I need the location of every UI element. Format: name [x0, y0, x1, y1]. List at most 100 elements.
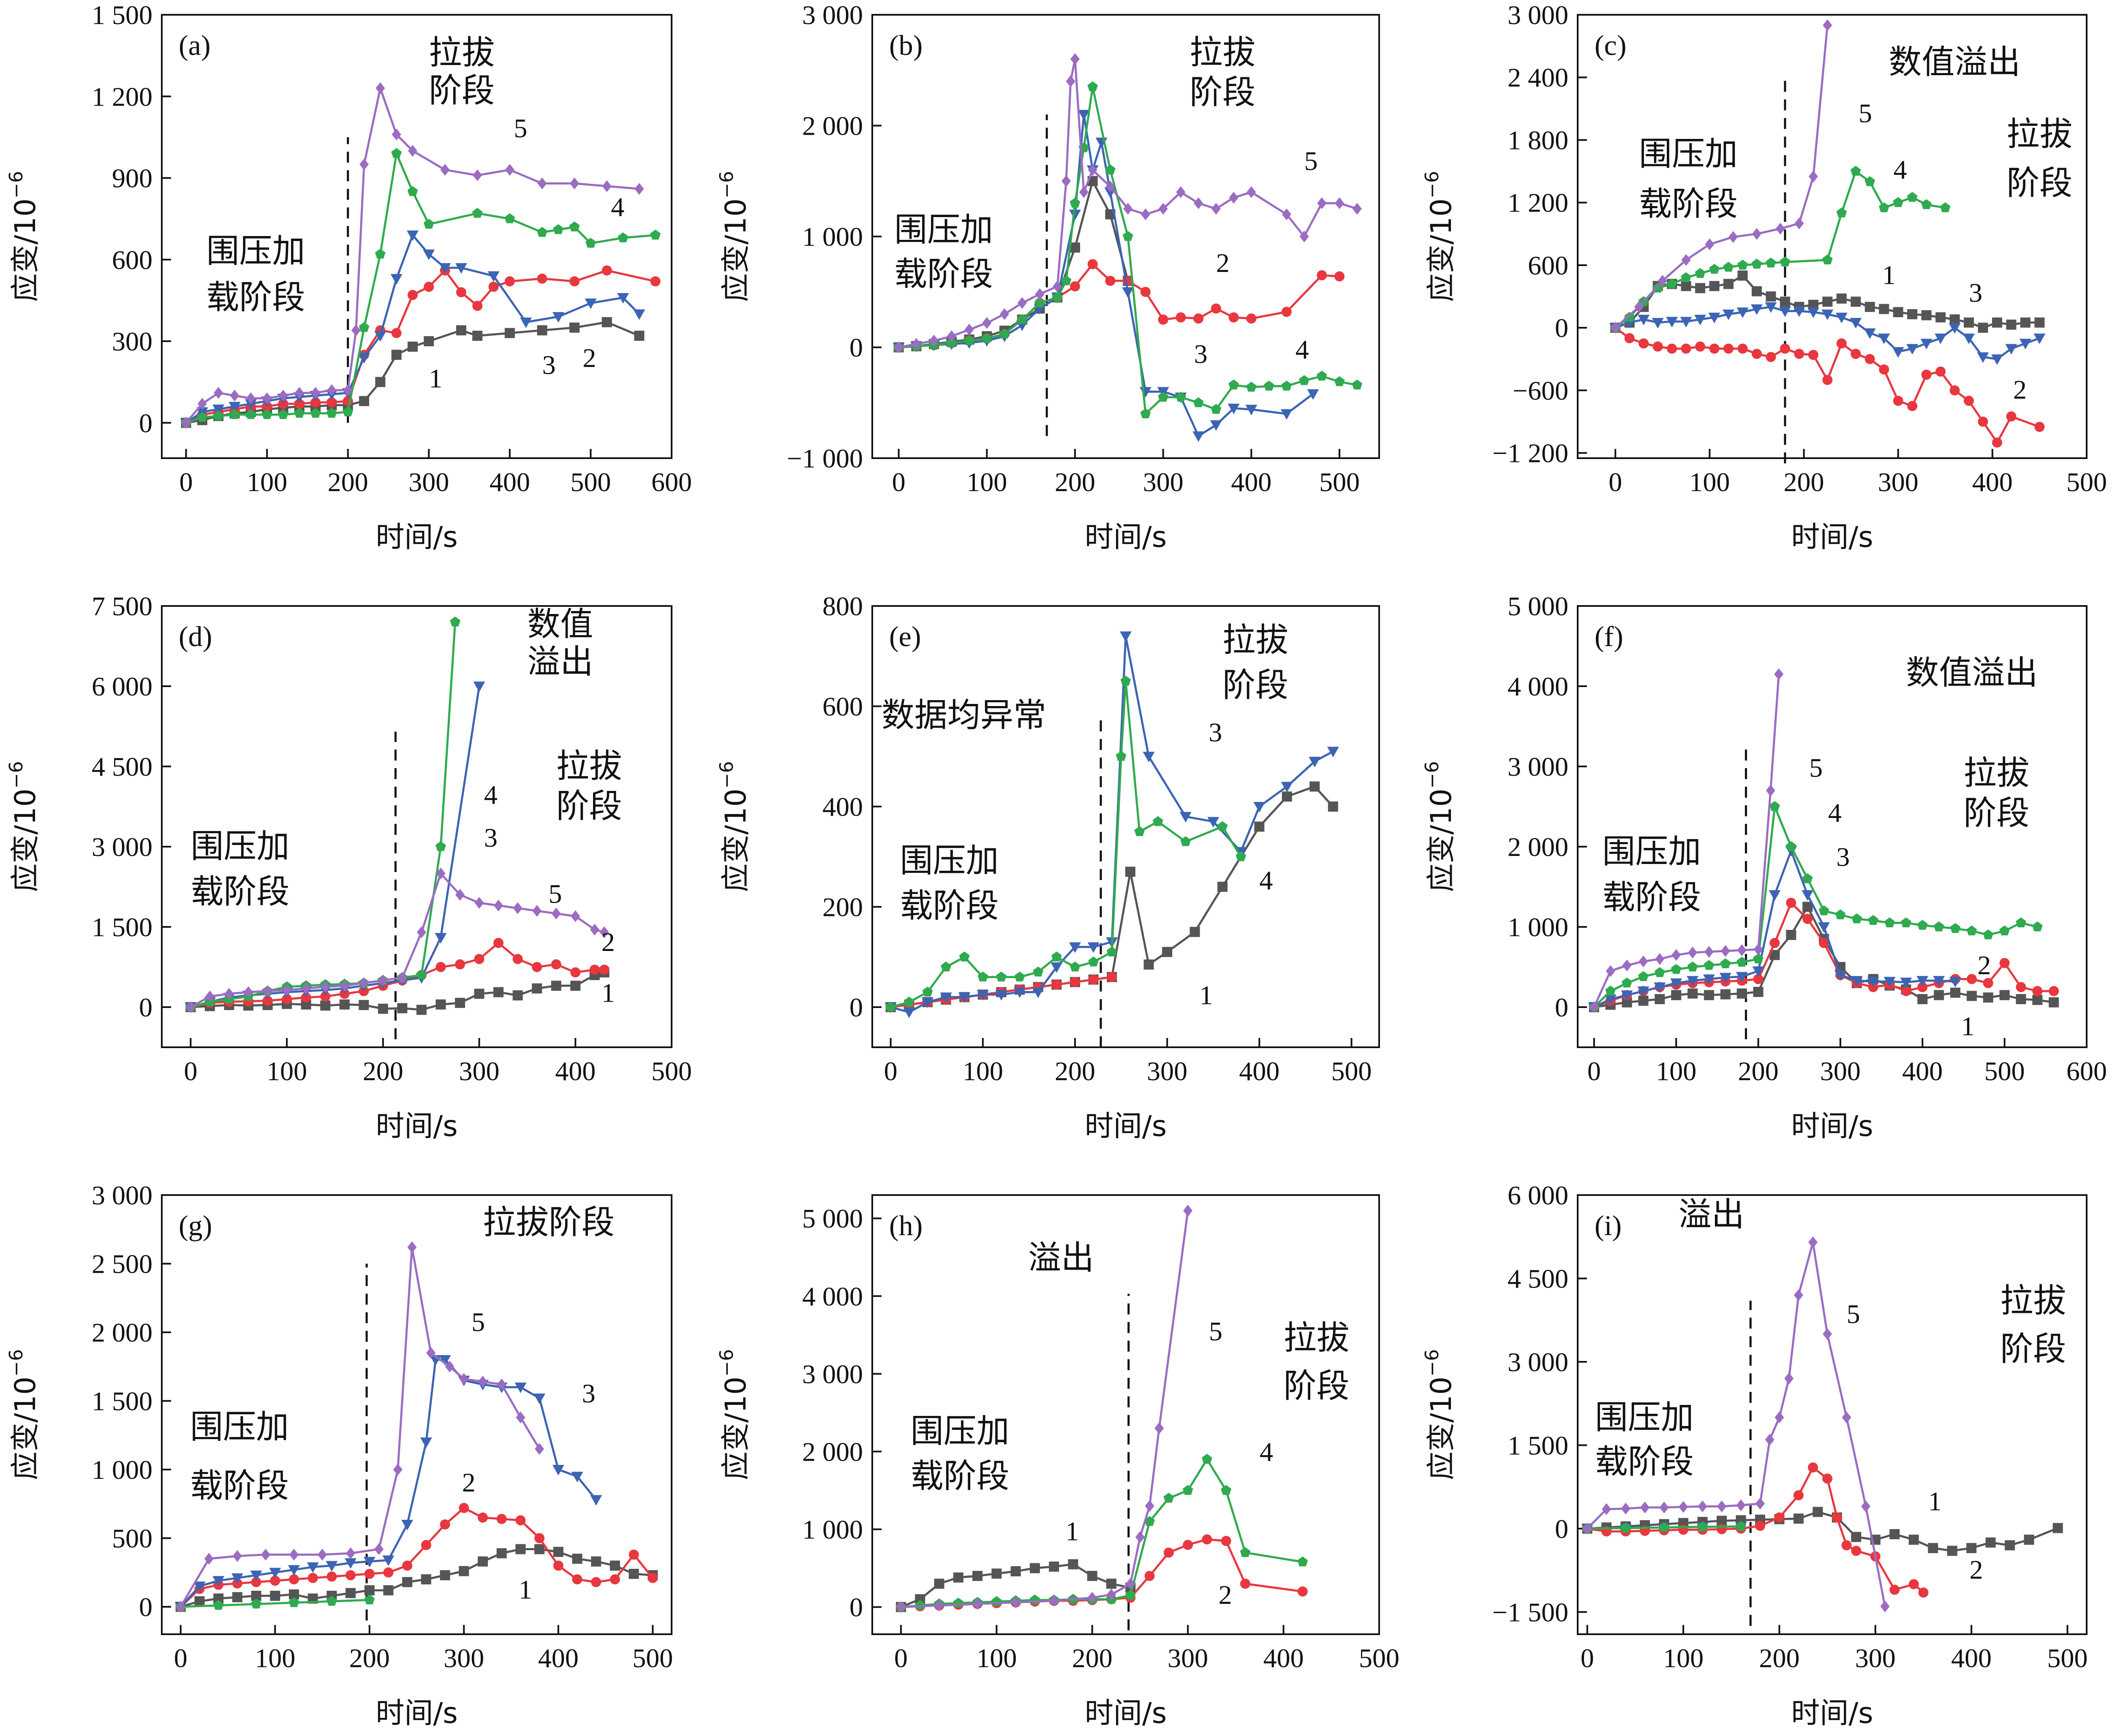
data-point — [903, 1007, 915, 1018]
data-point — [1687, 976, 1699, 987]
x-tick-label: 200 — [1738, 1056, 1779, 1086]
data-point — [245, 409, 256, 419]
data-point — [494, 899, 504, 912]
data-point — [934, 1578, 944, 1589]
data-point — [1638, 971, 1649, 981]
data-point — [1106, 946, 1117, 956]
data-point — [1808, 1462, 1818, 1473]
data-point — [1227, 403, 1240, 414]
data-point — [459, 1373, 469, 1385]
data-point — [532, 962, 542, 972]
annotation-text: 溢出 — [1028, 1239, 1094, 1277]
data-point — [1052, 292, 1063, 302]
data-point — [1935, 333, 1947, 344]
series-line — [1593, 850, 1956, 1008]
data-point — [514, 1383, 527, 1393]
x-axis-title: 时间/s — [376, 1110, 457, 1143]
data-point — [1122, 287, 1134, 298]
data-point — [391, 328, 402, 338]
data-point — [1992, 437, 2003, 448]
data-point — [947, 330, 956, 342]
data-point — [1247, 186, 1256, 198]
y-tick-label: 2 000 — [802, 1437, 863, 1467]
data-point — [310, 408, 321, 418]
data-point — [1281, 782, 1293, 793]
annotation-text: 2 — [601, 927, 615, 957]
data-point — [339, 999, 350, 1010]
y-axis-exponent: −6 — [5, 1349, 27, 1377]
series-4 — [895, 1453, 1308, 1612]
data-point — [435, 933, 447, 944]
y-tick-label: 600 — [112, 245, 152, 275]
annotation-text: 围压加 — [900, 842, 999, 880]
y-tick-label: 1 000 — [92, 1455, 152, 1485]
x-tick-label: 200 — [1784, 467, 1824, 497]
data-point — [1116, 751, 1127, 761]
x-tick-label: 500 — [2047, 1643, 2088, 1673]
data-point — [1144, 1570, 1155, 1581]
data-point — [1687, 962, 1698, 972]
data-point — [231, 1573, 243, 1584]
series-2 — [1610, 323, 2045, 448]
data-point — [2033, 333, 2046, 344]
data-point — [1907, 309, 1918, 320]
data-point — [246, 392, 256, 405]
series-4 — [893, 81, 1363, 418]
x-tick-label: 0 — [894, 1643, 908, 1673]
data-point — [1240, 1578, 1251, 1589]
y-axis-title: 应变/10−6 — [1421, 761, 1458, 892]
y-axis-title: 应变/10−6 — [1421, 171, 1458, 302]
data-point — [533, 1394, 546, 1404]
data-point — [1818, 905, 1829, 916]
data-point — [245, 399, 257, 410]
x-tick-label: 200 — [349, 1643, 390, 1673]
data-point — [590, 1495, 602, 1506]
data-point — [378, 974, 388, 986]
x-tick-label: 400 — [1239, 1056, 1279, 1086]
annotation-text: 拉拔 — [1189, 34, 1255, 72]
x-tick-label: 400 — [1902, 1056, 1943, 1086]
data-point — [408, 145, 417, 157]
data-point — [251, 1598, 261, 1608]
annotation-text: 溢出 — [1679, 1195, 1745, 1233]
series-5 — [186, 867, 609, 1013]
data-point — [1736, 956, 1747, 967]
data-point — [307, 1562, 319, 1573]
data-point — [1135, 1531, 1145, 1543]
data-point — [1808, 1236, 1818, 1248]
data-point — [1964, 317, 1974, 328]
data-point — [1179, 812, 1192, 823]
data-point — [1822, 254, 1833, 265]
data-point — [346, 1547, 356, 1559]
series-5 — [896, 1204, 1193, 1613]
data-point — [1774, 668, 1784, 680]
data-point — [959, 951, 970, 962]
data-point — [1703, 974, 1715, 985]
plot-frame — [1577, 605, 2088, 1048]
data-point — [496, 1548, 507, 1559]
data-point — [569, 221, 580, 231]
y-tick-label: 4 000 — [1508, 671, 1568, 701]
data-point — [1808, 170, 1818, 182]
data-point — [327, 408, 337, 418]
data-point — [1068, 1559, 1078, 1570]
data-point — [1836, 207, 1847, 217]
y-axis-title: 应变/10−6 — [5, 171, 42, 302]
data-point — [230, 389, 240, 402]
data-point — [1246, 313, 1257, 324]
data-point — [345, 1558, 357, 1569]
data-point — [1679, 1501, 1688, 1513]
annotation-text: 1 — [429, 364, 442, 394]
y-tick-label: 3 000 — [92, 832, 152, 862]
data-point — [232, 1592, 242, 1603]
y-axis-title: 应变/10−6 — [5, 1349, 42, 1480]
annotation-text: 围压加 — [1595, 1399, 1694, 1437]
data-point — [991, 1596, 1002, 1606]
y-tick-label: 0 — [139, 992, 152, 1022]
y-axis-exponent: −6 — [5, 761, 27, 788]
data-point — [1832, 1512, 1842, 1523]
x-tick-label: 0 — [892, 467, 906, 497]
data-point — [1105, 180, 1115, 193]
data-point — [1352, 379, 1363, 390]
annotation-text: 5 — [548, 879, 562, 909]
